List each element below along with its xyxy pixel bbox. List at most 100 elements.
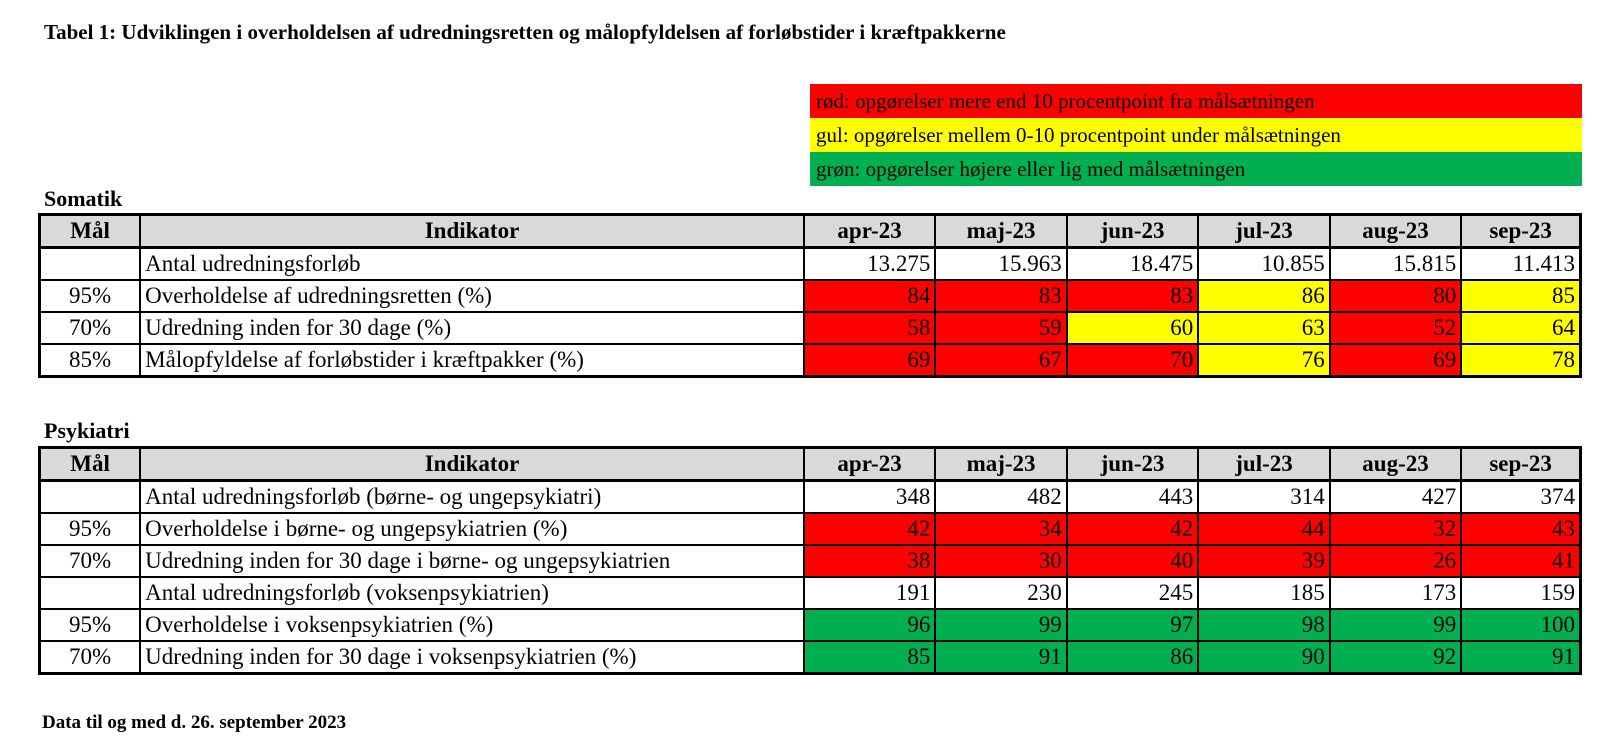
value-cell: 374 xyxy=(1460,479,1582,514)
psykiatri-body: Antal udredningsforløb (børne- og ungeps… xyxy=(38,479,1582,675)
goal-cell xyxy=(38,576,142,610)
value-cell: 60 xyxy=(1065,311,1200,345)
value-cell: 100 xyxy=(1460,608,1582,642)
indicator-cell: Antal udredningsforløb xyxy=(139,246,805,281)
value-cell: 245 xyxy=(1065,576,1200,610)
table-row: 70% Udredning inden for 30 dage (%) 58 59 60… xyxy=(38,311,1582,345)
value-cell: 26 xyxy=(1328,544,1463,578)
value-cell: 83 xyxy=(934,279,1068,313)
value-cell: 80 xyxy=(1328,279,1463,313)
value-cell: 63 xyxy=(1197,311,1331,345)
header-month: jun-23 xyxy=(1065,446,1200,482)
value-cell: 44 xyxy=(1197,512,1331,546)
somatik-title: Somatik xyxy=(44,186,123,211)
value-cell: 41 xyxy=(1460,544,1582,578)
goal-cell: 70% xyxy=(38,311,142,345)
value-cell: 191 xyxy=(802,576,937,610)
indicator-cell: Antal udredningsforløb (voksenpsykiatrie… xyxy=(139,576,805,610)
goal-cell xyxy=(38,246,142,281)
table-title: Tabel 1: Udviklingen i overholdelsen af … xyxy=(44,20,1006,44)
value-cell: 15.815 xyxy=(1328,246,1463,281)
value-cell: 42 xyxy=(802,512,937,546)
value-cell: 90 xyxy=(1197,640,1331,675)
table-row: 70% Udredning inden for 30 dage i voksenp… xyxy=(38,640,1582,675)
value-cell: 482 xyxy=(934,479,1068,514)
value-cell: 91 xyxy=(1460,640,1582,675)
indicator-cell: Målopfyldelse af forløbstider i kræftpak… xyxy=(139,343,805,378)
value-cell: 230 xyxy=(934,576,1068,610)
value-cell: 69 xyxy=(802,343,937,378)
header-month: aug-23 xyxy=(1328,213,1463,249)
header-month: aug-23 xyxy=(1328,446,1463,482)
value-cell: 99 xyxy=(1328,608,1463,642)
psykiatri-table: Mål Indikator apr-23 maj-23 jun-23 jul-2… xyxy=(38,446,1582,675)
value-cell: 84 xyxy=(802,279,937,313)
value-cell: 443 xyxy=(1065,479,1200,514)
indicator-cell: Antal udredningsforløb (børne- og ungeps… xyxy=(139,479,805,514)
goal-cell: 95% xyxy=(38,512,142,546)
indicator-cell: Udredning inden for 30 dage i voksenpsyk… xyxy=(139,640,805,675)
header-month: maj-23 xyxy=(934,213,1068,249)
indicator-cell: Overholdelse i børne- og ungepsykiatrien… xyxy=(139,512,805,546)
header-month: maj-23 xyxy=(934,446,1068,482)
value-cell: 32 xyxy=(1328,512,1463,546)
value-cell: 15.963 xyxy=(934,246,1068,281)
header-goal: Mål xyxy=(38,446,142,482)
indicator-cell: Udredning inden for 30 dage (%) xyxy=(139,311,805,345)
psykiatri-title: Psykiatri xyxy=(44,418,130,443)
value-cell: 10.855 xyxy=(1197,246,1331,281)
value-cell: 34 xyxy=(934,512,1068,546)
goal-cell: 70% xyxy=(38,544,142,578)
somatik-table: Mål Indikator apr-23 maj-23 jun-23 jul-2… xyxy=(38,213,1582,378)
header-goal: Mål xyxy=(38,213,142,249)
value-cell: 92 xyxy=(1328,640,1463,675)
table-row: Antal udredningsforløb (voksenpsykiatrie… xyxy=(38,576,1582,610)
value-cell: 98 xyxy=(1197,608,1331,642)
header-row: Mål Indikator apr-23 maj-23 jun-23 jul-2… xyxy=(38,213,1582,249)
value-cell: 43 xyxy=(1460,512,1582,546)
indicator-cell: Overholdelse af udredningsretten (%) xyxy=(139,279,805,313)
value-cell: 85 xyxy=(1460,279,1582,313)
value-cell: 314 xyxy=(1197,479,1331,514)
value-cell: 76 xyxy=(1197,343,1331,378)
value-cell: 13.275 xyxy=(802,246,937,281)
value-cell: 91 xyxy=(934,640,1068,675)
table-row: 95% Overholdelse i børne- og ungepsykiatr… xyxy=(38,512,1582,546)
value-cell: 173 xyxy=(1328,576,1463,610)
value-cell: 64 xyxy=(1460,311,1582,345)
value-cell: 42 xyxy=(1065,512,1200,546)
data-footnote: Data til og med d. 26. september 2023 xyxy=(42,712,347,733)
value-cell: 67 xyxy=(934,343,1068,378)
header-month: jul-23 xyxy=(1197,446,1331,482)
goal-cell: 95% xyxy=(38,279,142,313)
somatik-body: Antal udredningsforløb 13.275 15.963 18.475… xyxy=(38,246,1582,378)
goal-cell: 95% xyxy=(38,608,142,642)
indicator-cell: Udredning inden for 30 dage i børne- og … xyxy=(139,544,805,578)
value-cell: 59 xyxy=(934,311,1068,345)
value-cell: 70 xyxy=(1065,343,1200,378)
value-cell: 427 xyxy=(1328,479,1463,514)
table-row: Antal udredningsforløb (børne- og ungeps… xyxy=(38,479,1582,514)
goal-cell: 85% xyxy=(38,343,142,378)
value-cell: 52 xyxy=(1328,311,1463,345)
value-cell: 18.475 xyxy=(1065,246,1200,281)
value-cell: 99 xyxy=(934,608,1068,642)
header-indicator: Indikator xyxy=(139,213,805,249)
value-cell: 96 xyxy=(802,608,937,642)
legend-yellow: gul: opgørelser mellem 0-10 procentpoint… xyxy=(810,118,1582,152)
header-month: sep-23 xyxy=(1460,446,1582,482)
legend-red: rød: opgørelser mere end 10 procentpoint… xyxy=(810,84,1582,118)
header-indicator: Indikator xyxy=(139,446,805,482)
header-row: Mål Indikator apr-23 maj-23 jun-23 jul-2… xyxy=(38,446,1582,482)
value-cell: 85 xyxy=(802,640,937,675)
value-cell: 86 xyxy=(1065,640,1200,675)
color-legend: rød: opgørelser mere end 10 procentpoint… xyxy=(810,84,1582,186)
value-cell: 11.413 xyxy=(1460,246,1582,281)
header-month: sep-23 xyxy=(1460,213,1582,249)
value-cell: 30 xyxy=(934,544,1068,578)
goal-cell xyxy=(38,479,142,514)
header-month: jul-23 xyxy=(1197,213,1331,249)
value-cell: 97 xyxy=(1065,608,1200,642)
value-cell: 69 xyxy=(1328,343,1463,378)
table-row: 95% Overholdelse af udredningsretten (%) 8… xyxy=(38,279,1582,313)
